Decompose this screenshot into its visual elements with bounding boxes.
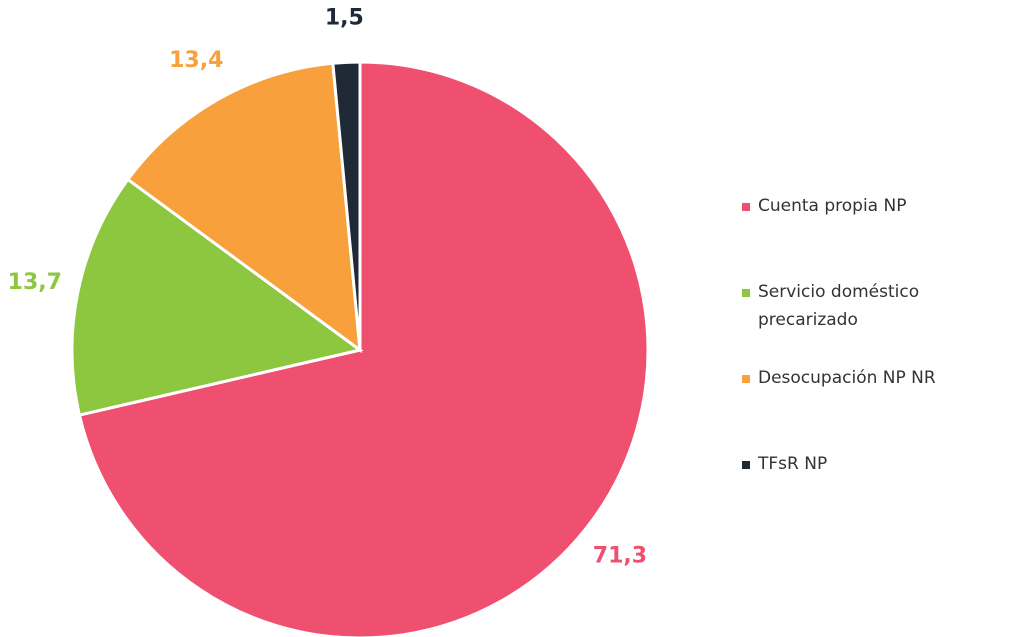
legend-label: Desocupación NP NR (758, 368, 936, 388)
pie-slice (70, 177, 364, 417)
legend-item: Cuenta propia NP (742, 192, 1012, 278)
data-label: 71,3 (593, 544, 647, 569)
legend-item: Servicio doméstico precarizado (742, 278, 1012, 364)
legend-label: Servicio doméstico precarizado (758, 282, 920, 330)
legend-item: Desocupación NP NR (742, 364, 1012, 450)
legend: Cuenta propia NP Servicio doméstico preca… (742, 192, 1012, 536)
legend-swatch (742, 289, 750, 297)
pie-slice (125, 61, 362, 354)
data-label: 1,5 (325, 5, 364, 30)
pie-slice (331, 60, 362, 351)
legend-swatch (742, 461, 750, 469)
data-label: 13,4 (169, 48, 223, 73)
data-label: 13,7 (8, 270, 62, 295)
legend-swatch (742, 203, 750, 211)
legend-label: Cuenta propia NP (758, 196, 907, 216)
legend-label: TFsR NP (758, 454, 828, 474)
pie-slice (77, 60, 650, 637)
legend-item: TFsR NP (742, 450, 1012, 536)
legend-swatch (742, 375, 750, 383)
